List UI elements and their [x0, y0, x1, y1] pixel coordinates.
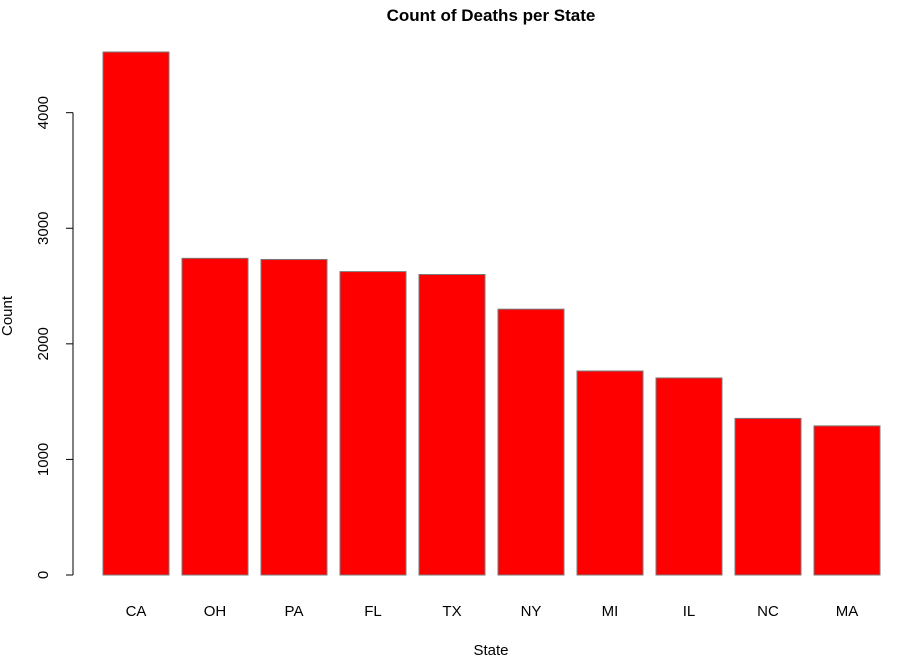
x-tick-label: TX [442, 603, 461, 620]
y-tick-label: 2000 [35, 327, 52, 360]
bar-pa [260, 258, 328, 576]
bar-mi [576, 370, 644, 576]
bar-il [655, 377, 723, 576]
bar-tx [418, 273, 486, 576]
bar-ma [813, 425, 881, 576]
bars [102, 51, 881, 576]
x-tick-labels: CA OH PA FL TX NY MI IL NC MA [126, 603, 859, 620]
bar-ny [497, 308, 565, 576]
x-tick-label: NY [521, 603, 542, 620]
y-tick-label: 3000 [35, 212, 52, 245]
bar-fl [339, 271, 407, 576]
x-tick-label: CA [126, 603, 147, 620]
y-axis: 0 1000 2000 3000 4000 [35, 96, 74, 579]
x-tick-label: MA [836, 603, 859, 620]
y-tick-label: 0 [35, 571, 52, 579]
x-tick-label: NC [757, 603, 779, 620]
chart-title: Count of Deaths per State [387, 6, 596, 25]
x-tick-label: FL [364, 603, 382, 620]
bar-oh [181, 257, 249, 576]
bar-ca [102, 51, 170, 576]
x-axis-label: State [473, 642, 508, 659]
bar-nc [734, 417, 802, 576]
x-tick-label: IL [683, 603, 696, 620]
y-axis-label: Count [0, 295, 16, 336]
x-tick-label: OH [204, 603, 227, 620]
x-tick-label: PA [285, 603, 304, 620]
y-tick-label: 1000 [35, 443, 52, 476]
y-tick-label: 4000 [35, 96, 52, 129]
x-tick-label: MI [602, 603, 619, 620]
